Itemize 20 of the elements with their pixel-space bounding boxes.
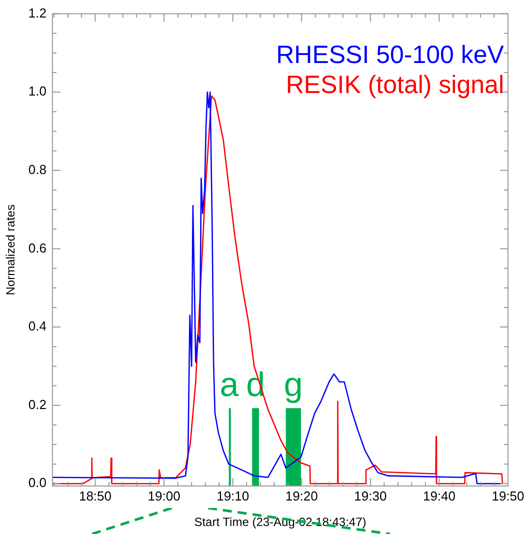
x-tick-label: 19:40 bbox=[422, 488, 456, 504]
text: RHESSI 50-100 keV bbox=[276, 41, 504, 70]
band-label: g bbox=[284, 366, 303, 404]
x-axis-title: Start Time (23-Aug-02 18:43:47) bbox=[194, 515, 366, 530]
x-tick-label: 19:30 bbox=[354, 488, 387, 504]
x-tick-label: 19:20 bbox=[285, 488, 318, 504]
y-tick-label: 0.0 bbox=[28, 475, 46, 490]
y-tick-label: 1.0 bbox=[28, 84, 46, 99]
y-tick-label: 0.2 bbox=[28, 396, 46, 412]
y-tick-label: 0.6 bbox=[28, 240, 46, 256]
x-tick-label: 19:50 bbox=[492, 488, 524, 504]
y-axis-title: Normalized rates bbox=[4, 204, 18, 296]
text: RESIK (total) signal bbox=[286, 71, 504, 100]
x-tick-label: 19:00 bbox=[148, 488, 180, 504]
y-tick-label: 0.4 bbox=[28, 318, 46, 334]
x-tick-label: 18:50 bbox=[78, 488, 112, 504]
x-tick-label: 19:10 bbox=[216, 488, 250, 504]
y-tick-label: 1.2 bbox=[28, 5, 46, 20]
band-label: a bbox=[220, 366, 239, 404]
y-tick-label: 0.8 bbox=[28, 162, 46, 177]
